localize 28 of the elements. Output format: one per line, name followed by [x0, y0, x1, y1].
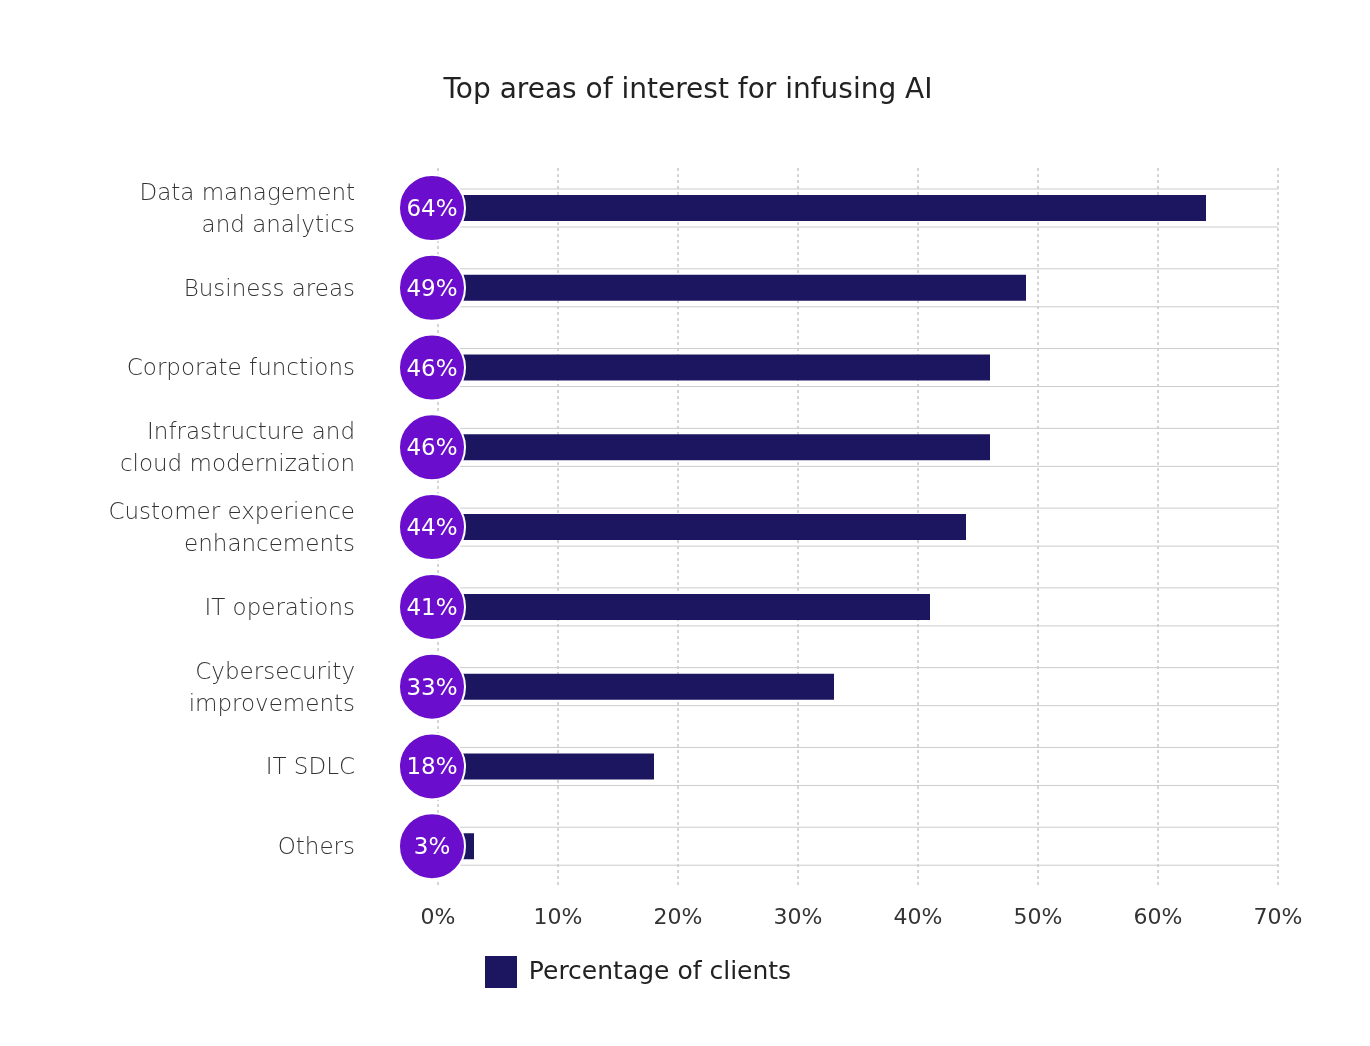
data-label: 3%	[413, 833, 451, 860]
y-tick-label: Cybersecurity improvements	[188, 657, 355, 716]
data-label: 18%	[406, 753, 458, 780]
x-tick-label: 20%	[653, 903, 703, 929]
y-tick-label: IT operations	[204, 593, 355, 620]
y-tick-label: Infrastructure and cloud modernization	[119, 418, 355, 477]
data-label: 46%	[406, 354, 458, 381]
x-tick-label: 70%	[1253, 903, 1303, 929]
y-tick-label: Corporate functions	[126, 354, 355, 381]
y-tick-label: Business areas	[183, 274, 355, 301]
data-label: 44%	[406, 514, 458, 541]
y-tick-label: Customer experience enhancements	[108, 498, 355, 556]
x-tick-label: 60%	[1133, 903, 1183, 929]
data-label: 33%	[406, 673, 458, 700]
x-tick-label: 0%	[420, 903, 456, 929]
legend-label: Percentage of clients	[528, 956, 792, 985]
x-tick-label: 50%	[1013, 903, 1063, 929]
data-label: 46%	[406, 434, 458, 461]
data-label: 41%	[406, 593, 458, 620]
y-tick-label: Others	[277, 833, 355, 860]
chart-title: Top areas of interest for infusing AI	[442, 71, 934, 107]
data-label: 49%	[406, 274, 458, 301]
data-label: 64%	[406, 195, 458, 221]
y-tick-label: Data management and analytics	[139, 178, 355, 237]
x-tick-label: 30%	[773, 903, 823, 929]
y-tick-label: IT SDLC	[265, 753, 355, 780]
x-tick-label: 40%	[893, 903, 943, 929]
x-tick-label: 10%	[533, 903, 583, 929]
